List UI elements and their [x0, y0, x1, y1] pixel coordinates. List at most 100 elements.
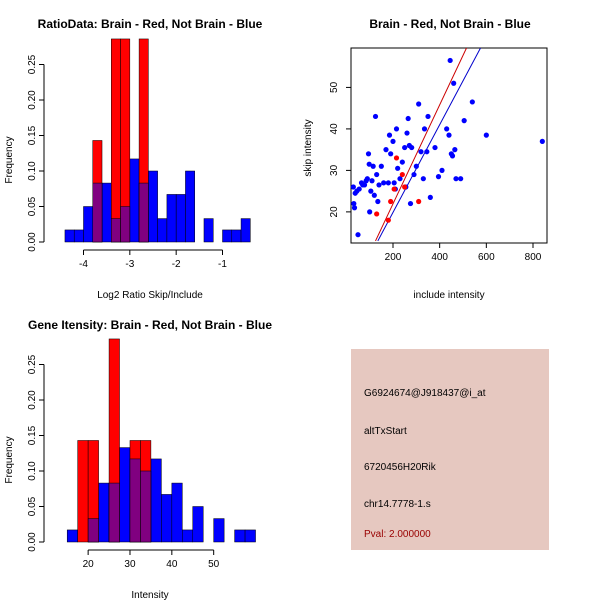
ratio-histogram-y-tick-label-3: 0.15 — [27, 125, 38, 145]
info-location: chr14.7778-1.s — [364, 499, 431, 510]
scatter-blue-point-27 — [386, 132, 393, 138]
ratio-histogram-y-tick-label-4: 0.20 — [27, 90, 38, 110]
info-event-type: altTxStart — [364, 426, 407, 437]
scatter-blue-point-43 — [411, 171, 417, 178]
scatter-blue-point-2 — [351, 205, 358, 211]
scatter-red-point-6 — [402, 184, 408, 190]
scatter-blue-point-57 — [447, 57, 453, 64]
scatter-blue-point-30 — [391, 180, 397, 186]
intensity-histogram-overlap-bar-1 — [87, 518, 99, 543]
intensity-histogram-xlabel: Intensity — [131, 590, 168, 600]
intensity-histogram-blue-bar-5 — [119, 447, 131, 543]
scatter-blue-point-52 — [432, 144, 438, 151]
scatter-blue-point-22 — [376, 182, 382, 188]
scatter-red-point-2 — [388, 198, 394, 205]
ratio-histogram-blue-bar-15 — [203, 218, 214, 243]
scatter-blue-point-15 — [368, 188, 374, 194]
intensity-histogram-blue-bar-16 — [234, 529, 246, 543]
scatter-blue-point-65 — [469, 99, 475, 105]
scatter-red-point-5 — [399, 171, 405, 178]
scatter-blue-point-5 — [355, 232, 361, 238]
scatter-blue-point-16 — [369, 178, 375, 184]
scatter-blue-point-46 — [418, 149, 424, 155]
intensity-histogram-x-tick-label-1: 30 — [124, 559, 136, 570]
intensity-histogram-x-tick-label-2: 40 — [166, 559, 178, 570]
scatter-blue-point-11 — [364, 176, 370, 182]
scatter-x-tick-label-2: 600 — [478, 252, 495, 263]
scatter-title: Brain - Red, Not Brain - Blue — [369, 17, 531, 31]
scatter-red-point-3 — [391, 186, 397, 192]
ratio-histogram-panel: RatioData: Brain - Red, Not Brain - Blue… — [4, 17, 263, 301]
ratio-histogram-ylabel: Frequency — [4, 136, 15, 183]
scatter-blue-point-25 — [383, 147, 389, 153]
scatter-blue-point-53 — [435, 174, 442, 180]
scatter-red-point-7 — [416, 198, 422, 205]
ratio-histogram-blue-bar-0 — [64, 229, 75, 243]
intensity-histogram-blue-bar-17 — [244, 529, 256, 543]
scatter-blue-point-55 — [444, 126, 450, 132]
scatter-blue-point-44 — [413, 163, 419, 169]
scatter-red-point-0 — [374, 211, 380, 217]
scatter-plot-box — [350, 47, 548, 244]
scatter-blue-point-34 — [397, 176, 403, 182]
scatter-blue-point-50 — [425, 113, 431, 120]
intensity-histogram-y-tick-label-4: 0.20 — [27, 390, 38, 410]
scatter-blue-point-63 — [458, 176, 464, 182]
scatter-blue-point-13 — [366, 161, 372, 167]
intensity-histogram-blue-bar-3 — [98, 482, 110, 543]
ratio-histogram-y-tick-label-0: 0.00 — [27, 232, 38, 252]
ratio-histogram-blue-bar-10 — [157, 218, 168, 243]
intensity-histogram-blue-bar-10 — [171, 482, 183, 543]
scatter-blue-point-6 — [356, 186, 362, 192]
scatter-blue-point-47 — [420, 176, 426, 182]
scatter-blue-point-54 — [439, 167, 445, 173]
ratio-histogram-overlap-bar-5 — [138, 182, 149, 243]
scatter-blue-point-60 — [451, 80, 457, 86]
scatter-blue-point-17 — [370, 163, 376, 169]
scatter-y-tick-label-3: 50 — [329, 81, 340, 93]
info-panel-background — [351, 349, 549, 550]
scatter-blue-point-19 — [372, 113, 379, 120]
scatter-blue-point-9 — [361, 182, 368, 188]
intensity-histogram-red-bar-0 — [77, 440, 89, 543]
intensity-histogram-ylabel: Frequency — [4, 436, 15, 483]
scatter-blue-point-24 — [381, 180, 387, 186]
scatter-x-tick-label-3: 800 — [525, 252, 542, 263]
scatter-blue-point-33 — [395, 165, 401, 171]
ratio-histogram-title: RatioData: Brain - Red, Not Brain - Blue — [38, 17, 263, 31]
ratio-histogram-blue-bar-1 — [73, 229, 84, 243]
intensity-histogram-overlap-bar-6 — [140, 470, 152, 543]
ratio-histogram-overlap-bar-3 — [120, 206, 131, 243]
ratio-histogram-y-tick-label-1: 0.05 — [27, 196, 38, 216]
scatter-x-tick-label-0: 200 — [385, 252, 402, 263]
ratio-histogram-blue-bar-4 — [101, 182, 112, 243]
scatter-blue-point-12 — [365, 151, 372, 157]
ratio-histogram-blue-bar-18 — [231, 229, 242, 243]
intensity-histogram-y-tick-label-5: 0.25 — [27, 354, 38, 374]
ratio-histogram-blue-bar-11 — [166, 194, 177, 243]
scatter-fit-line-blue — [377, 48, 481, 242]
scatter-blue-point-64 — [461, 118, 467, 124]
scatter-blue-point-62 — [453, 176, 459, 182]
ratio-histogram-y-tick-label-5: 0.25 — [27, 54, 38, 74]
intensity-histogram-blue-bar-9 — [161, 494, 173, 543]
scatter-x-tick-label-1: 400 — [431, 252, 448, 263]
scatter-blue-point-48 — [421, 126, 428, 132]
scatter-blue-point-67 — [539, 138, 545, 144]
scatter-fit-line-red — [375, 48, 467, 242]
scatter-blue-point-26 — [385, 180, 391, 186]
intensity-histogram-blue-bar-8 — [150, 458, 162, 543]
ratio-histogram-blue-bar-19 — [240, 218, 251, 243]
scatter-blue-point-56 — [446, 132, 452, 138]
scatter-xlabel: include intensity — [413, 290, 484, 301]
scatter-blue-point-23 — [378, 163, 384, 169]
ratio-histogram-overlap-bar-2 — [111, 218, 121, 243]
scatter-blue-point-66 — [483, 132, 489, 138]
intensity-histogram-x-tick-label-0: 20 — [83, 559, 95, 570]
intensity-histogram-y-tick-label-0: 0.00 — [27, 532, 38, 552]
info-gene-name: 6720456H20Rik — [364, 462, 437, 473]
scatter-y-tick-label-0: 20 — [329, 206, 340, 218]
ratio-histogram-x-tick-label-1: -3 — [125, 259, 134, 270]
intensity-histogram-y-tick-label-1: 0.05 — [27, 496, 38, 516]
